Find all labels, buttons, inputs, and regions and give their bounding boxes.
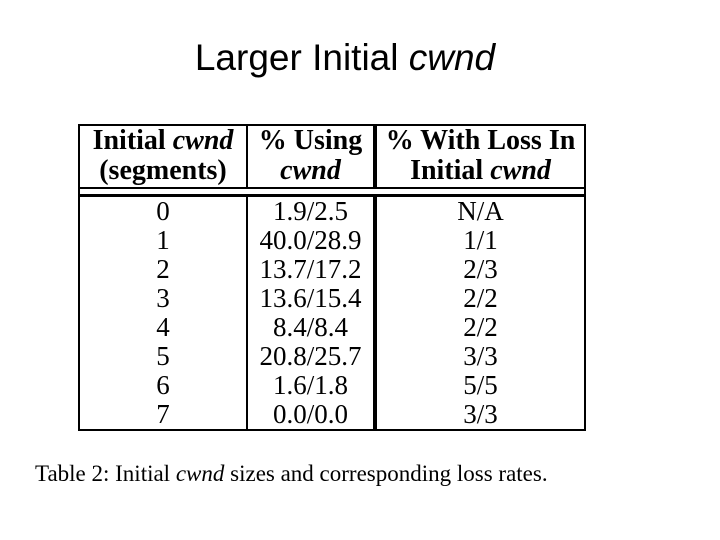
- table-cell: 20.8/25.7: [248, 342, 377, 371]
- caption-text-pre: Table 2: Initial: [35, 461, 171, 486]
- caption-text-post: sizes and corresponding loss rates.: [230, 461, 548, 486]
- table-cell: 2/2: [463, 283, 498, 313]
- table-row-4: 4 8.4/8.4 2/2: [80, 313, 584, 342]
- table-cell: 13.7/17.2: [248, 255, 377, 284]
- table-cell: 6: [80, 371, 248, 400]
- table-cell: 5: [80, 342, 248, 371]
- table-cell: 3/3: [463, 399, 498, 429]
- table-cell: 3/3: [463, 341, 498, 371]
- title-spacer: [398, 37, 408, 78]
- header-col3-line2-cwnd: cwnd: [490, 155, 551, 186]
- table-row-1: 1 40.0/28.9 1/1: [80, 226, 584, 255]
- header-col1-line2: (segments): [99, 155, 227, 186]
- table-row-3: 3 13.6/15.4 2/2: [80, 284, 584, 313]
- table-caption: Table 2: Initial cwnd sizes and correspo…: [35, 457, 548, 491]
- header-col3-line2: Initial: [410, 155, 484, 186]
- caption-cwnd: cwnd: [175, 461, 225, 486]
- table-cell: 2: [80, 255, 248, 284]
- header-col1-line1-cwnd: cwnd: [172, 125, 234, 156]
- table-cell: 5/5: [463, 370, 498, 400]
- table-cell: 2/2: [463, 312, 498, 342]
- loss-rates-table: Initial cwnd (segments) % Using cwnd % W…: [78, 124, 586, 431]
- table-row-7: 7 0.0/0.0 3/3: [80, 400, 584, 429]
- table-cell: 1.9/2.5: [248, 197, 377, 226]
- header-col2-line2-cwnd: cwnd: [280, 155, 341, 186]
- table-header-pct-using-cwnd: % Using cwnd: [248, 126, 377, 187]
- table-cell: 2/3: [463, 254, 498, 284]
- table-cell: 4: [80, 313, 248, 342]
- slide-title: Larger Initial cwnd: [0, 36, 690, 80]
- table-cell: N/A: [457, 196, 504, 226]
- table-body: 0 1.9/2.5 N/A 1 40.0/28.9 1/1 2 13.7/17.…: [80, 194, 584, 429]
- slide-title-text: Larger Initial: [194, 37, 399, 78]
- table-cell: 1.6/1.8: [248, 371, 377, 400]
- table-cell: 3: [80, 284, 248, 313]
- table-header-row: Initial cwnd (segments) % Using cwnd % W…: [80, 126, 584, 189]
- header-col1-line1: Initial: [92, 125, 166, 156]
- table-header-initial-cwnd: Initial cwnd (segments): [80, 126, 248, 187]
- table-row-2: 2 13.7/17.2 2/3: [80, 255, 584, 284]
- slide-title-cwnd: cwnd: [408, 37, 496, 78]
- table-cell: 1/1: [463, 225, 498, 255]
- table-cell: 0: [80, 197, 248, 226]
- table-row-0: 0 1.9/2.5 N/A: [80, 197, 584, 226]
- table-cell: 1: [80, 226, 248, 255]
- table-row-5: 5 20.8/25.7 3/3: [80, 342, 584, 371]
- table-cell: 8.4/8.4: [248, 313, 377, 342]
- table-cell: 40.0/28.9: [248, 226, 377, 255]
- table-cell: 7: [80, 400, 248, 429]
- header-col2-line1: % Using: [258, 125, 363, 156]
- header-col3-line1: % With Loss In: [385, 125, 576, 156]
- table-cell: 0.0/0.0: [248, 400, 377, 429]
- table-header-pct-loss-initial-cwnd: % With Loss In Initial cwnd: [377, 126, 584, 187]
- table-cell: 13.6/15.4: [248, 284, 377, 313]
- table-row-6: 6 1.6/1.8 5/5: [80, 371, 584, 400]
